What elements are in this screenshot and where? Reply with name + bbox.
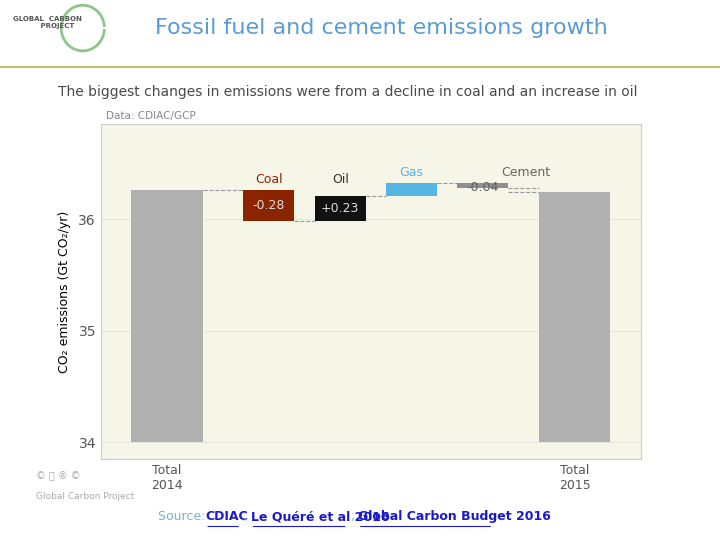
Text: ;: ;	[243, 510, 251, 523]
Text: © ⓘ ® ©: © ⓘ ® ©	[36, 471, 81, 482]
Bar	[386, 184, 437, 195]
Text: The biggest changes in emissions were from a decline in coal and an increase in : The biggest changes in emissions were fr…	[58, 85, 637, 99]
Y-axis label: CO₂ emissions (Gt CO₂/yr): CO₂ emissions (Gt CO₂/yr)	[58, 211, 71, 373]
Text: Global Carbon Budget 2016: Global Carbon Budget 2016	[358, 510, 551, 523]
Text: GLOBAL  CARBON
           PROJECT: GLOBAL CARBON PROJECT	[13, 16, 82, 29]
Text: Le Quéré et al 2016: Le Quéré et al 2016	[251, 510, 389, 523]
Bar	[315, 195, 366, 221]
Text: Data: CDIAC/GCP: Data: CDIAC/GCP	[107, 111, 196, 121]
Text: Cement: Cement	[501, 166, 550, 179]
Text: ;: ;	[351, 510, 359, 523]
Text: -0.04: -0.04	[467, 181, 499, 194]
Text: Source:: Source:	[158, 510, 210, 523]
Text: Fossil fuel and cement emissions growth: Fossil fuel and cement emissions growth	[155, 18, 608, 38]
Bar	[243, 190, 294, 221]
Text: -0.28: -0.28	[253, 199, 285, 212]
Text: Oil: Oil	[332, 173, 348, 186]
Text: Gas: Gas	[400, 166, 423, 179]
Text: +0.11: +0.11	[392, 183, 431, 196]
Bar	[457, 184, 508, 188]
Bar	[539, 192, 611, 442]
Text: Coal: Coal	[255, 173, 283, 186]
Text: Global Carbon Project: Global Carbon Project	[36, 492, 135, 501]
Text: CDIAC: CDIAC	[205, 510, 248, 523]
Text: +0.23: +0.23	[321, 202, 359, 215]
Bar	[131, 190, 203, 442]
